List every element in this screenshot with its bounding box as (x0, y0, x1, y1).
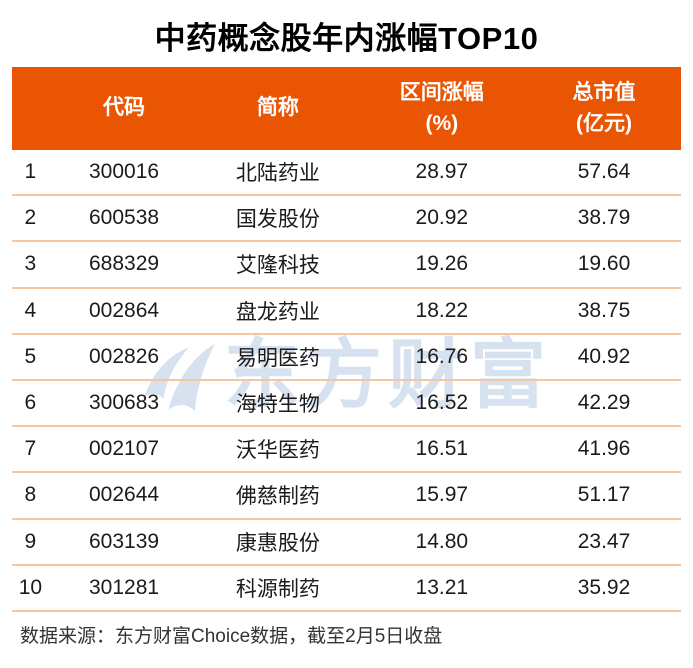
rank-cell: 4 (24, 298, 37, 322)
rank-cell: 2 (24, 206, 37, 230)
code-cell: 002644 (89, 483, 160, 507)
name-cell: 艾隆科技 (235, 254, 320, 278)
rank-cell: 3 (24, 252, 37, 276)
change-cell: 18.22 (415, 298, 469, 322)
name-cell: 北陆药业 (235, 162, 320, 186)
table-row: 6 300683 海特生物 16.52 42.29 (12, 381, 681, 428)
change-cell: 19.26 (415, 252, 469, 276)
header-mcap-line1: 总市值 (572, 81, 636, 105)
name-cell: 佛慈制药 (235, 485, 320, 509)
rank-cell: 9 (24, 529, 37, 553)
code-cell: 688329 (89, 252, 160, 276)
data-source-note: 数据来源：东方财富Choice数据，截至2月5日收盘 (20, 626, 443, 647)
mcap-cell: 35.92 (577, 575, 631, 599)
rank-cell: 10 (18, 575, 43, 599)
page-title: 中药概念股年内涨幅TOP10 (154, 21, 539, 56)
rank-cell: 5 (24, 344, 37, 368)
name-cell: 盘龙药业 (235, 300, 320, 324)
header-change-line2: (%) (425, 111, 459, 135)
header-change: 区间涨幅 (%) (357, 78, 528, 139)
name-cell: 科源制药 (235, 577, 320, 601)
change-cell: 16.51 (415, 437, 469, 461)
name-cell: 海特生物 (235, 393, 320, 417)
name-cell: 沃华医药 (235, 439, 320, 463)
code-cell: 300016 (89, 160, 160, 184)
table-row: 3 688329 艾隆科技 19.26 19.60 (12, 242, 681, 289)
table-row: 5 002826 易明医药 16.76 40.92 (12, 335, 681, 381)
mcap-cell: 19.60 (577, 252, 631, 276)
rank-cell: 7 (24, 437, 37, 461)
change-cell: 28.97 (415, 160, 469, 184)
code-cell: 600538 (89, 206, 160, 230)
code-cell: 002864 (89, 298, 160, 322)
change-cell: 14.80 (415, 529, 469, 553)
header-change-line1: 区间涨幅 (399, 81, 484, 105)
code-cell: 300683 (89, 391, 160, 415)
mcap-cell: 41.96 (577, 437, 631, 461)
mcap-cell: 51.17 (577, 483, 631, 507)
change-cell: 16.52 (415, 391, 469, 415)
name-cell: 国发股份 (235, 208, 320, 232)
table-row: 2 600538 国发股份 20.92 38.79 (12, 196, 681, 243)
mcap-cell: 42.29 (577, 391, 631, 415)
header-mcap: 总市值 (亿元) (527, 78, 681, 139)
header-mcap-line2: (亿元) (576, 111, 633, 135)
mcap-cell: 40.92 (577, 344, 631, 368)
table-row: 1 300016 北陆药业 28.97 57.64 (12, 150, 681, 197)
table-header-row: 代码 简称 区间涨幅 (%) 总市值 (亿元) (12, 67, 681, 150)
change-cell: 16.76 (415, 344, 469, 368)
code-cell: 603139 (89, 529, 160, 553)
table-row: 7 002107 沃华医药 16.51 41.96 (12, 427, 681, 474)
rank-cell: 8 (24, 483, 37, 507)
table-row: 10 301281 科源制药 13.21 35.92 (12, 566, 681, 612)
name-cell: 易明医药 (235, 346, 320, 370)
rank-cell: 1 (24, 160, 37, 184)
table-body: 1 300016 北陆药业 28.97 57.64 2 600538 国发股份 … (12, 150, 681, 612)
name-cell: 康惠股份 (235, 531, 320, 555)
mcap-cell: 57.64 (577, 160, 631, 184)
change-cell: 20.92 (415, 206, 469, 230)
change-cell: 13.21 (415, 575, 469, 599)
table-row: 4 002864 盘龙药业 18.22 38.75 (12, 289, 681, 335)
stock-ranking-table: 代码 简称 区间涨幅 (%) 总市值 (亿元) 1 300016 北陆药业 28… (12, 67, 681, 612)
rank-cell: 6 (24, 391, 37, 415)
mcap-cell: 38.75 (577, 298, 631, 322)
header-name: 简称 (256, 96, 299, 120)
mcap-cell: 38.79 (577, 206, 631, 230)
table-row: 8 002644 佛慈制药 15.97 51.17 (12, 473, 681, 520)
table-row: 9 603139 康惠股份 14.80 23.47 (12, 520, 681, 566)
code-cell: 301281 (89, 575, 160, 599)
change-cell: 15.97 (415, 483, 469, 507)
code-cell: 002826 (89, 344, 160, 368)
header-code: 代码 (103, 96, 146, 120)
mcap-cell: 23.47 (577, 529, 631, 553)
code-cell: 002107 (89, 437, 160, 461)
